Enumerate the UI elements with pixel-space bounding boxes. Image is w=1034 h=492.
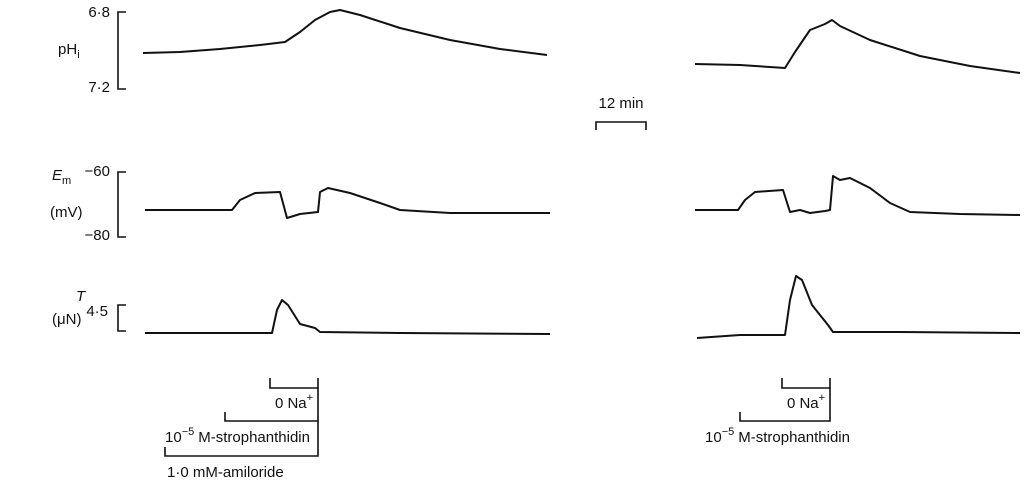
em-label-main: E: [52, 167, 63, 184]
t-scale: [117, 304, 126, 332]
em-trace-left: [145, 187, 550, 219]
ph-trace-right: [694, 19, 1021, 74]
strophanthidin-text: M-strophanthidin: [738, 429, 850, 446]
sodium-bar-left: [269, 378, 319, 389]
em-top: −60: [85, 163, 110, 180]
power-exp: −5: [722, 426, 735, 438]
amiloride-label-left: 1·0 mM-amiloride: [167, 464, 284, 481]
em-label-sub: m: [62, 175, 71, 187]
strophanthidin-label-right: 10−5 M-strophanthidin: [705, 426, 850, 446]
sodium-text: 0 Na: [275, 395, 307, 412]
strophanthidin-label-left: 10−5 M-strophanthidin: [165, 426, 310, 446]
time-scale-label: 12 min: [598, 95, 643, 112]
power-base: 10: [705, 429, 722, 446]
em-label: Em: [52, 167, 71, 187]
ph-label: pHi: [58, 41, 80, 61]
ph-trace-left: [142, 9, 548, 56]
power-exp: −5: [182, 426, 195, 438]
sodium-sup: +: [307, 392, 313, 404]
t-label: T: [76, 288, 87, 305]
em-unit: (mV): [50, 204, 83, 221]
sodium-bar-right: [781, 378, 831, 389]
sodium-label-right: 0 Na+: [787, 392, 825, 412]
ph-label-main: pH: [58, 41, 77, 58]
strophanthidin-bar-left: [224, 388, 319, 422]
sodium-sup: +: [819, 392, 825, 404]
power-base: 10: [165, 429, 182, 446]
amiloride-bar-left: [164, 421, 319, 457]
ph-scale: [117, 11, 126, 90]
t-trace-left: [145, 299, 551, 335]
ph-label-sub: i: [77, 49, 79, 61]
t-unit: (μN): [52, 311, 81, 328]
em-bottom: −80: [85, 227, 110, 244]
strophanthidin-text: M-strophanthidin: [198, 429, 310, 446]
em-trace-right: [695, 175, 1021, 216]
sodium-text: 0 Na: [787, 395, 819, 412]
sodium-label-left: 0 Na+: [275, 392, 313, 412]
ph-bottom: 7·2: [88, 79, 110, 96]
em-scale: [117, 171, 126, 238]
t-scale-label: 4·5: [86, 303, 108, 320]
time-scale-bar: [595, 121, 647, 130]
t-trace-right: [696, 275, 1021, 339]
ph-top: 6·8: [88, 4, 110, 21]
strophanthidin-bar-right: [739, 388, 831, 422]
